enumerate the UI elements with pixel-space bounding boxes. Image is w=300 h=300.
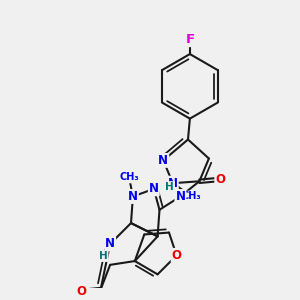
Text: N: N [149,182,159,195]
Text: H: H [165,182,174,192]
Text: N: N [105,238,115,250]
Text: O: O [76,285,87,298]
Text: O: O [172,249,182,262]
Text: CH₃: CH₃ [119,172,139,182]
Text: CH₃: CH₃ [182,191,202,202]
Text: N: N [168,177,178,190]
Text: F: F [185,33,194,46]
Text: N: N [158,154,168,167]
Text: O: O [215,173,225,186]
Text: H: H [99,251,108,261]
Text: N: N [176,190,185,203]
Text: N: N [128,190,138,203]
